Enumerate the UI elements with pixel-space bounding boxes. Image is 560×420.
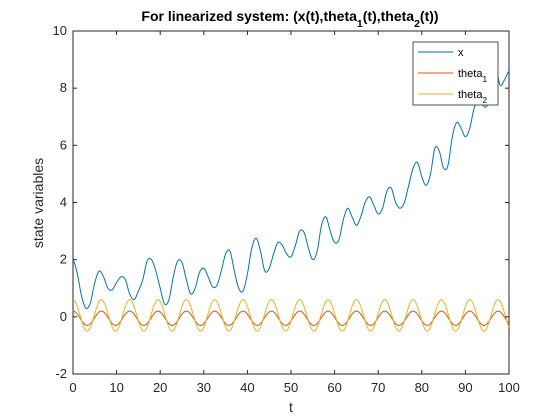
x-tick-label: 10 bbox=[109, 380, 123, 395]
x-tick-label: 0 bbox=[69, 380, 76, 395]
x-tick-label: 90 bbox=[458, 380, 472, 395]
x-tick-label: 100 bbox=[498, 380, 520, 395]
x-tick-label: 20 bbox=[153, 380, 167, 395]
series-line-x bbox=[72, 70, 510, 309]
x-tick-label: 40 bbox=[240, 380, 254, 395]
chart-title: For linearized system: (x(t),theta1(t),t… bbox=[141, 8, 438, 30]
series-layer bbox=[72, 70, 510, 332]
x-tick-label: 70 bbox=[371, 380, 385, 395]
y-axis-label: state variables bbox=[30, 158, 46, 248]
x-tick-label: 30 bbox=[197, 380, 211, 395]
y-tick-label: 8 bbox=[60, 80, 67, 95]
legend-entries: x theta1 theta2 bbox=[418, 47, 487, 105]
legend-label-theta-2: theta2 bbox=[458, 89, 487, 105]
x-tick-label: 60 bbox=[327, 380, 341, 395]
x-axis-label: t bbox=[289, 399, 293, 415]
x-tick-label: 50 bbox=[284, 380, 298, 395]
series-line-theta-2 bbox=[72, 299, 510, 332]
y-tick-label: -2 bbox=[55, 366, 67, 381]
y-tick-label: 0 bbox=[60, 309, 67, 324]
x-tick-label: 80 bbox=[415, 380, 429, 395]
y-tick-label: 4 bbox=[60, 195, 67, 210]
legend[interactable]: x theta1 theta2 bbox=[412, 41, 499, 106]
y-tick-label: 6 bbox=[60, 137, 67, 152]
y-tick-label: 10 bbox=[53, 23, 67, 38]
legend-label-theta-1: theta1 bbox=[458, 68, 487, 84]
legend-label-x: x bbox=[458, 47, 464, 59]
y-tick-label: 2 bbox=[60, 252, 67, 267]
